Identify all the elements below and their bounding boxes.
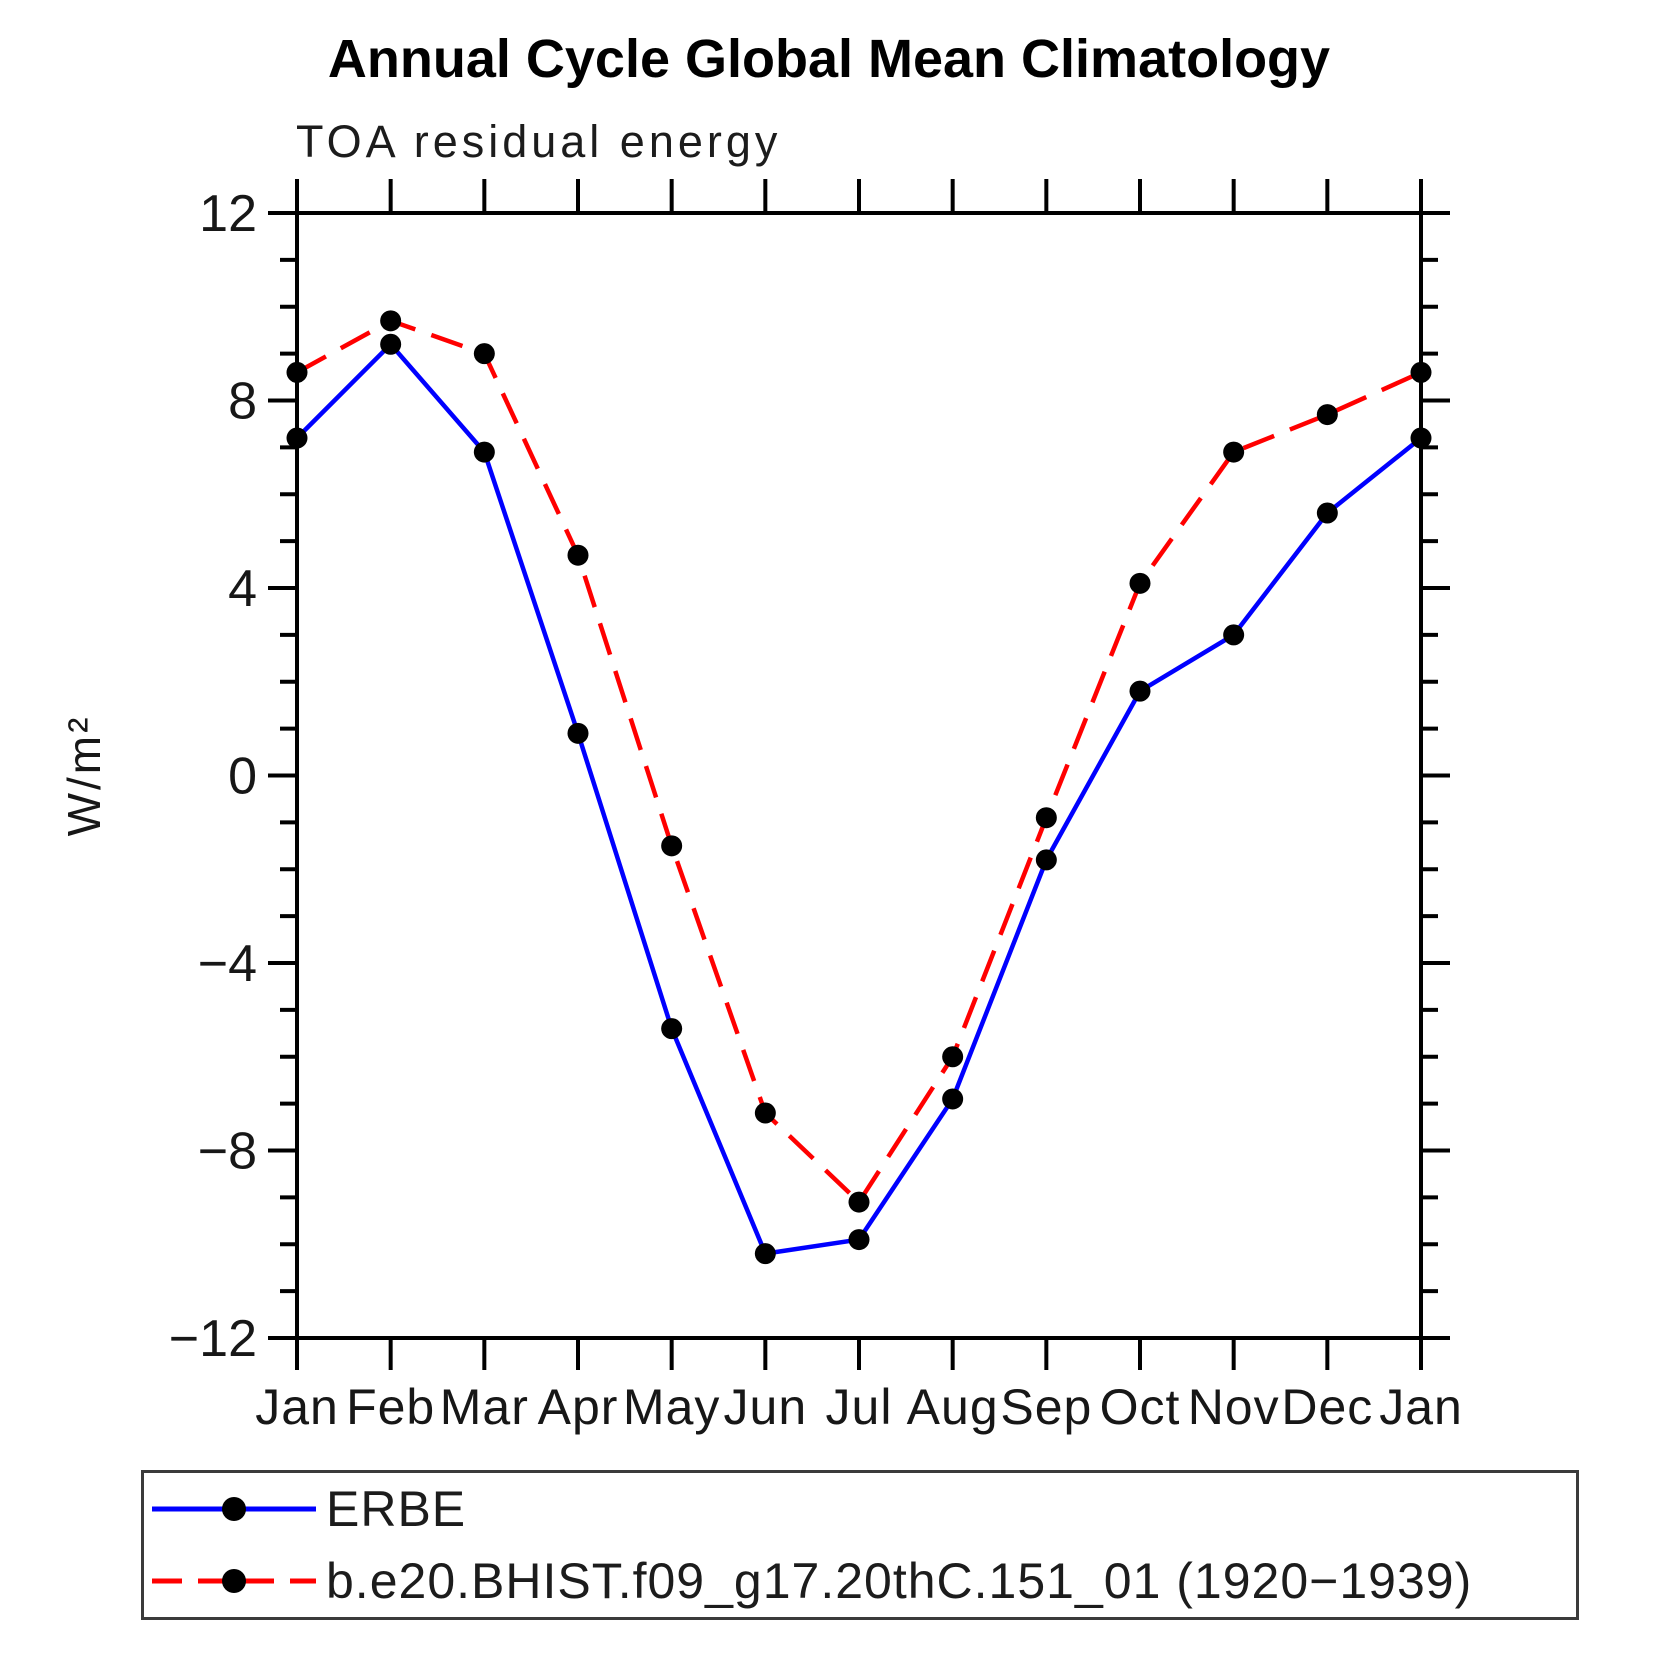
data-point-1-4 xyxy=(661,835,683,857)
data-point-1-5 xyxy=(754,1102,776,1124)
plot-area: Jan Feb Mar Apr May Jun Jul Aug Sep Oct Nov Dec Jan−… xyxy=(58,179,1463,1435)
legend-box: ERBE b.e20.BHIST.f09_g17.20thC.151_01 (1… xyxy=(141,1470,1579,1620)
data-point-0-8 xyxy=(1035,849,1057,871)
legend-item-model: b.e20.BHIST.f09_g17.20thC.151_01 (1920−1… xyxy=(144,1546,1576,1616)
x-tick-label: Jun xyxy=(724,1379,808,1435)
data-point-0-12 xyxy=(1410,427,1432,449)
data-point-0-2 xyxy=(473,441,495,463)
x-tick-label: Dec xyxy=(1281,1379,1373,1435)
x-tick-label: Jan xyxy=(255,1379,339,1435)
x-tick-label: Nov xyxy=(1188,1379,1280,1435)
data-point-1-12 xyxy=(1410,361,1432,383)
data-point-1-10 xyxy=(1223,441,1245,463)
data-point-1-8 xyxy=(1035,807,1057,829)
data-point-0-5 xyxy=(754,1243,776,1265)
plot-frame xyxy=(295,211,1423,1340)
x-tick-label: Oct xyxy=(1100,1379,1181,1435)
data-point-1-3 xyxy=(567,544,589,566)
data-point-0-3 xyxy=(567,722,589,744)
x-tick-label: May xyxy=(623,1379,720,1435)
legend-swatch-model xyxy=(152,1569,316,1593)
data-point-1-11 xyxy=(1316,404,1338,426)
x-tick-label: Jan xyxy=(1379,1379,1463,1435)
data-point-0-4 xyxy=(661,1018,683,1040)
y-tick-label: −4 xyxy=(198,935,257,993)
x-tick-label: Aug xyxy=(907,1379,999,1435)
data-point-1-2 xyxy=(473,343,495,365)
data-point-0-0 xyxy=(286,427,308,449)
data-point-1-6 xyxy=(848,1191,870,1213)
x-tick-label: Jul xyxy=(826,1379,893,1435)
y-tick-label: 12 xyxy=(199,185,257,243)
data-point-0-1 xyxy=(380,333,402,355)
y-tick-label: 0 xyxy=(228,748,257,806)
data-point-1-1 xyxy=(380,310,402,332)
data-point-0-11 xyxy=(1316,502,1338,524)
data-point-0-10 xyxy=(1223,624,1245,646)
legend-item-erbe: ERBE xyxy=(144,1474,1576,1544)
y-axis-label: W/m² xyxy=(58,715,110,837)
series-line-1 xyxy=(295,318,1422,1206)
x-tick-label: Sep xyxy=(1000,1379,1092,1435)
chart-title: Annual Cycle Global Mean Climatology xyxy=(327,29,1331,89)
data-point-1-0 xyxy=(286,361,308,383)
y-tick-label: −12 xyxy=(169,1310,257,1368)
y-tick-label: 8 xyxy=(228,373,257,431)
data-point-1-9 xyxy=(1129,572,1151,594)
x-tick-label: Apr xyxy=(538,1379,619,1435)
legend-marker-icon xyxy=(222,1497,246,1521)
data-point-1-7 xyxy=(942,1046,964,1068)
data-point-0-7 xyxy=(942,1088,964,1110)
x-tick-label: Feb xyxy=(346,1379,435,1435)
data-point-0-6 xyxy=(848,1229,870,1251)
y-tick-label: 4 xyxy=(228,560,257,618)
data-point-0-9 xyxy=(1129,680,1151,702)
legend-label-erbe: ERBE xyxy=(326,1481,467,1537)
y-tick-label: −8 xyxy=(198,1123,257,1181)
chart-subtitle: TOA residual energy xyxy=(296,116,782,167)
x-tick-label: Mar xyxy=(440,1379,529,1435)
legend-marker-icon xyxy=(222,1569,246,1593)
legend-swatch-erbe xyxy=(152,1497,316,1521)
series-line-0 xyxy=(295,340,1423,1257)
legend-label-model: b.e20.BHIST.f09_g17.20thC.151_01 (1920−1… xyxy=(326,1553,1473,1609)
